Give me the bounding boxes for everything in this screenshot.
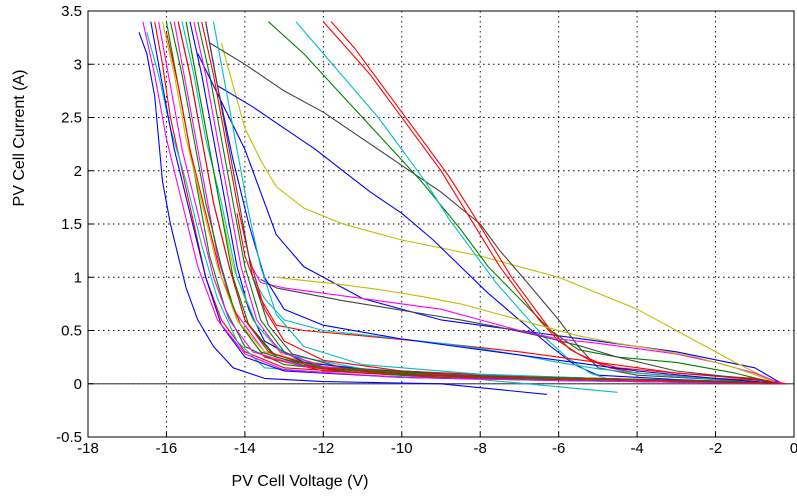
y-axis-label: PV Cell Current (A) <box>11 70 28 207</box>
series-line-19 <box>322 21 787 385</box>
series-line-26 <box>205 21 783 385</box>
series-line-1 <box>138 32 547 395</box>
y-tick-label: 3 <box>74 56 82 73</box>
x-tick-label: -14 <box>234 440 256 457</box>
series-line-15 <box>209 42 783 385</box>
series-line-32 <box>161 21 783 385</box>
series-line-13 <box>197 53 783 385</box>
series-line-4 <box>173 21 783 385</box>
series-line-34 <box>185 21 783 385</box>
y-tick-label: 3.5 <box>61 3 82 20</box>
series-line-8 <box>189 21 775 385</box>
series-line-2 <box>154 21 783 385</box>
series-line-29 <box>193 21 783 385</box>
y-tick-label: 2 <box>74 163 82 180</box>
series-line-35 <box>142 21 783 385</box>
x-tick-label: -4 <box>630 440 643 457</box>
series-line-5 <box>146 32 618 393</box>
series-line-10 <box>197 21 771 385</box>
series-line-6 <box>177 21 787 385</box>
series-line-7 <box>185 21 783 385</box>
x-tick-label: -2 <box>709 440 722 457</box>
x-tick-label: -6 <box>552 440 565 457</box>
grid <box>88 11 794 437</box>
series-line-24 <box>276 276 775 383</box>
y-tick-label: 0 <box>74 376 82 393</box>
series-line-9 <box>165 32 779 385</box>
series-line-22 <box>248 261 783 385</box>
x-tick-label: -10 <box>391 440 413 457</box>
series-line-25 <box>260 278 783 385</box>
data-series <box>138 21 787 395</box>
y-tick-label: 0.5 <box>61 323 82 340</box>
series-line-31 <box>205 21 783 385</box>
series-line-36 <box>177 21 783 385</box>
series-line-17 <box>268 21 779 385</box>
series-line-23 <box>252 277 783 385</box>
x-tick-label: -8 <box>474 440 487 457</box>
series-line-3 <box>165 21 775 385</box>
x-tick-label: -18 <box>77 440 99 457</box>
series-line-14 <box>220 42 779 385</box>
x-tick-label: -12 <box>312 440 334 457</box>
y-tick-label: 1 <box>74 269 82 286</box>
y-tick-label: 2.5 <box>61 110 82 127</box>
y-tick-label: 1.5 <box>61 216 82 233</box>
series-line-16 <box>217 85 783 385</box>
x-tick-label: -16 <box>156 440 178 457</box>
y-tick-label: -0.5 <box>56 429 82 446</box>
x-tick-label: 0 <box>790 440 797 457</box>
x-tick-labels: -18 -16 -14 -12 -10 -8 -6 -4 -2 0 <box>77 432 797 457</box>
series-line-18 <box>295 21 614 382</box>
y-tick-labels: -0.5 0 0.5 1 1.5 2 2.5 3 3.5 <box>56 3 93 446</box>
x-axis-label: PV Cell Voltage (V) <box>232 473 369 490</box>
